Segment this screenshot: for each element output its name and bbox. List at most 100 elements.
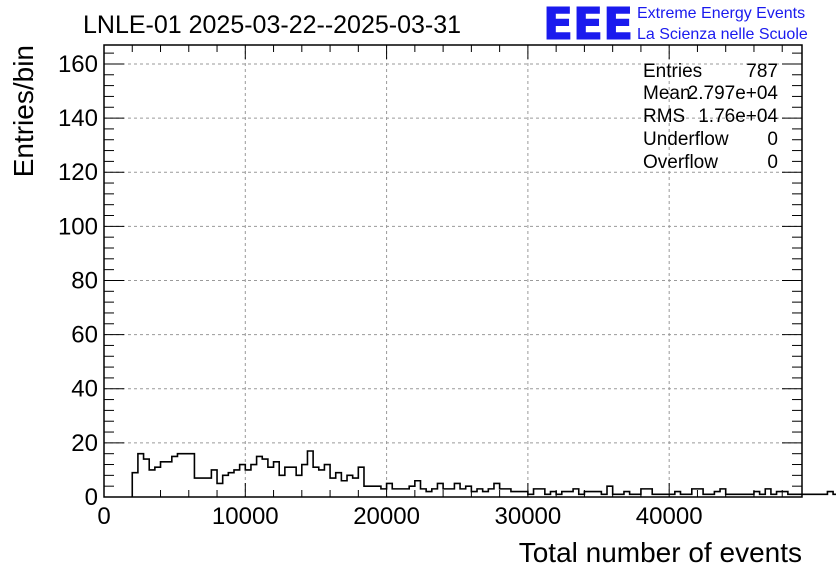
logo-line-1: Extreme Energy Events <box>637 5 805 22</box>
histogram-outline <box>131 450 836 497</box>
histogram-bin <box>398 489 404 497</box>
y-tick-label: 160 <box>58 51 98 78</box>
histogram-bin <box>155 467 161 497</box>
stats-overflow-value: 0 <box>767 152 778 173</box>
y-axis-label: Entries/bin <box>8 45 39 177</box>
histogram-bin <box>466 486 472 497</box>
histogram-bin <box>500 489 506 497</box>
x-tick-label: 30000 <box>495 503 562 530</box>
histogram-bin <box>358 467 364 497</box>
y-tick-label: 100 <box>58 213 98 240</box>
histogram-bin <box>251 465 257 497</box>
histogram-bin <box>183 454 189 497</box>
histogram-bin <box>166 462 172 497</box>
histogram-bin <box>782 492 788 497</box>
histogram-bin <box>720 489 726 497</box>
histogram-bin <box>584 492 590 497</box>
histogram-bin <box>341 481 347 497</box>
histogram-bin <box>330 478 336 497</box>
histogram-bin <box>381 489 387 497</box>
histogram-bin <box>172 456 178 497</box>
histogram-bin <box>262 459 268 497</box>
histogram-bin <box>279 475 285 497</box>
x-tick-label: 10000 <box>212 503 279 530</box>
histogram-bin <box>307 451 313 497</box>
histogram-bin <box>590 492 596 497</box>
histogram-bin <box>268 467 274 497</box>
histogram-bin <box>285 467 291 497</box>
histogram-bin <box>494 483 500 497</box>
histogram-bin <box>511 492 517 497</box>
histogram-bin <box>302 465 308 497</box>
stats-rms-value: 1.76e+04 <box>698 106 778 127</box>
stats-mean-label: Mean <box>643 83 691 104</box>
x-tick-label: 0 <box>97 503 110 530</box>
histogram-bin <box>138 454 144 497</box>
histogram-bin <box>217 483 223 497</box>
histogram-bin <box>607 486 613 497</box>
histogram-bin <box>194 478 200 497</box>
histogram-bin <box>539 489 545 497</box>
histogram-bin <box>624 492 630 497</box>
x-tick-label: 40000 <box>636 503 703 530</box>
histogram-bin <box>234 470 240 497</box>
histogram-bin <box>392 489 398 497</box>
histogram-bin <box>211 470 217 497</box>
histogram-bin <box>454 483 460 497</box>
y-tick-label: 0 <box>85 484 98 511</box>
x-tick-label: 20000 <box>353 503 420 530</box>
histogram-bin <box>517 492 523 497</box>
histogram-bin <box>675 492 681 497</box>
histogram-bin <box>257 456 263 497</box>
histogram-bin <box>353 478 359 497</box>
histogram-bin <box>347 475 353 497</box>
stats-rms-label: RMS <box>643 106 685 127</box>
histogram-bin <box>387 483 393 497</box>
grid-lines <box>104 45 802 497</box>
stats-overflow-label: Overflow <box>643 152 718 173</box>
histogram-bin <box>375 486 381 497</box>
histogram-bin <box>562 492 568 497</box>
histogram-bin <box>415 481 421 497</box>
histogram-bin <box>754 492 760 497</box>
y-tick-label: 40 <box>71 376 98 403</box>
histogram-bin <box>692 489 698 497</box>
histogram-bin <box>443 489 449 497</box>
histogram-bin <box>189 454 195 497</box>
stats-entries-value: 787 <box>746 61 778 82</box>
axis-ticks <box>103 45 802 498</box>
y-tick-label: 20 <box>71 430 98 457</box>
histogram-bin <box>777 492 783 497</box>
histogram-bin <box>324 465 330 497</box>
histogram-bin <box>223 475 229 497</box>
histogram-bin <box>550 492 556 497</box>
y-tick-labels: 0 20 40 60 80 100 120 140 160 <box>58 51 98 511</box>
histogram-bin <box>206 478 212 497</box>
histogram-bin <box>483 492 489 497</box>
histogram-bars <box>131 450 836 497</box>
histogram-bin <box>364 486 370 497</box>
histogram-bin <box>765 489 771 497</box>
histogram-bin <box>409 486 415 497</box>
x-axis-label: Total number of events <box>519 537 802 568</box>
histogram-bin <box>421 489 427 497</box>
x-tick-labels: 0 10000 20000 30000 40000 <box>97 503 702 530</box>
eee-logo: EEE Extreme Energy Events La Scienza nel… <box>543 0 808 51</box>
histogram-bin <box>505 489 511 497</box>
histogram-bin <box>240 465 246 497</box>
histogram-bin <box>291 467 297 497</box>
chart-title: LNLE-01 2025-03-22--2025-03-31 <box>83 11 461 39</box>
stats-box: Entries 787 Mean 2.797e+04 RMS 1.76e+04 … <box>643 61 778 173</box>
histogram-bin <box>522 492 528 497</box>
eee-logo-mark: EEE <box>543 0 633 50</box>
y-tick-label: 60 <box>71 322 98 349</box>
histogram-bin <box>432 489 438 497</box>
stats-underflow-value: 0 <box>767 129 778 150</box>
stats-entries-label: Entries <box>643 61 702 82</box>
histogram-bin <box>596 492 602 497</box>
y-tick-label: 80 <box>71 267 98 294</box>
y-tick-label: 140 <box>58 105 98 132</box>
histogram-bin <box>404 489 410 497</box>
histogram-bin <box>647 489 653 497</box>
